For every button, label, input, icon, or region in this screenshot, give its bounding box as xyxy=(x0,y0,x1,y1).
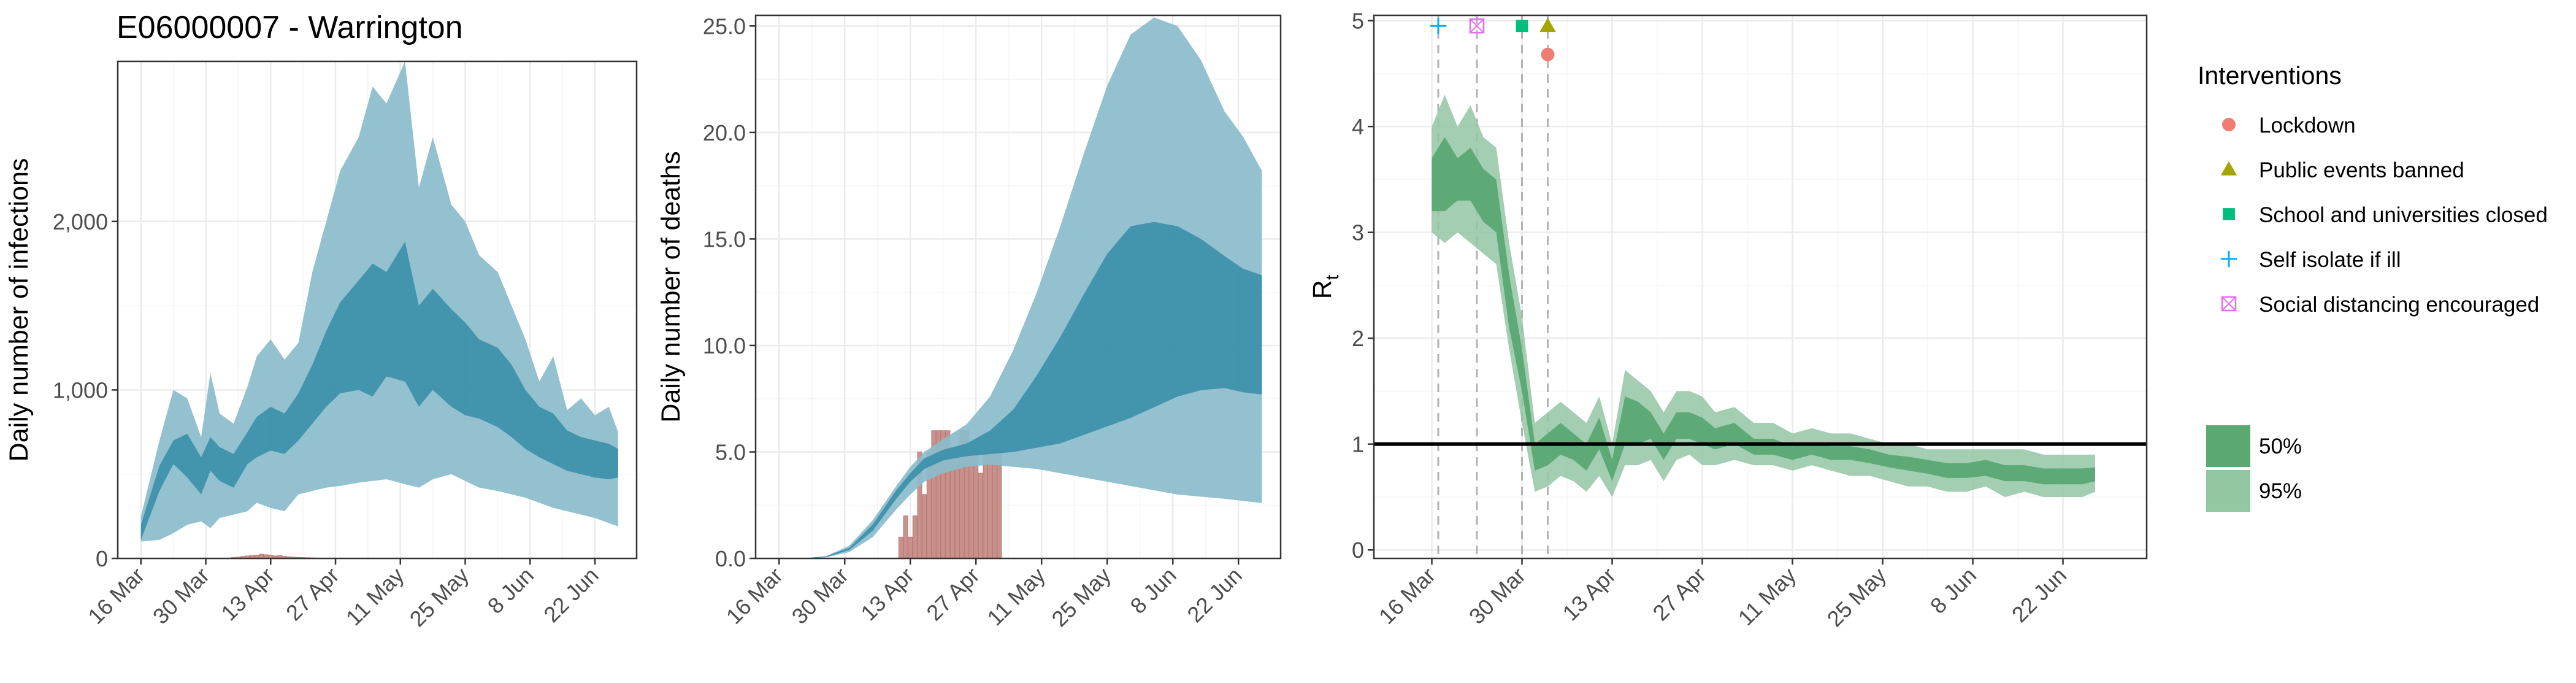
y-tick-label: 10.0 xyxy=(703,333,746,358)
x-tick-label: 16 Mar xyxy=(83,563,149,629)
y-tick-label: 2,000 xyxy=(53,209,108,234)
x-tick-label: 8 Jun xyxy=(483,563,539,619)
x-tick-label: 13 Apr xyxy=(1558,563,1621,626)
observed-bar xyxy=(903,515,908,559)
observed-bar xyxy=(978,473,983,559)
observed-bar xyxy=(908,536,913,559)
legend-key-plus xyxy=(2220,250,2237,268)
x-tick-label: 11 May xyxy=(341,563,409,631)
observed-bar xyxy=(992,451,997,559)
x-tick-label: 22 Jun xyxy=(1182,563,1246,627)
x-tick-label: 22 Jun xyxy=(539,563,603,627)
legend-ci-swatch xyxy=(2206,470,2250,512)
observed-bar xyxy=(968,451,974,559)
ci-band-95 xyxy=(1432,95,2095,497)
x-tick-label: 27 Apr xyxy=(1648,563,1711,626)
y-tick-label: 1 xyxy=(1352,432,1364,457)
legend-key-circle xyxy=(2222,118,2236,131)
legend-label: Public events banned xyxy=(2259,158,2464,182)
legend-label: Self isolate if ill xyxy=(2259,248,2401,272)
intervention-marker xyxy=(1516,20,1528,33)
x-tick-label: 30 Mar xyxy=(787,563,853,629)
intervention-marker-box xyxy=(1469,18,1485,34)
intervention-marker xyxy=(1430,18,1447,34)
y-axis-label: Rt xyxy=(1308,274,1343,299)
x-tick-label: 13 Apr xyxy=(856,563,919,626)
ci-band-50 xyxy=(140,241,618,540)
x-tick-label: 16 Mar xyxy=(721,563,788,629)
legend-label: Social distancing encouraged xyxy=(2259,293,2539,317)
legend-label: School and universities closed xyxy=(2259,203,2548,227)
plot-border xyxy=(754,14,1282,560)
legend-key-boxx-d2 xyxy=(2221,296,2236,311)
legend: Interventions Lockdown Public events bann… xyxy=(2198,61,2548,512)
legend-key-triangle xyxy=(2220,161,2237,176)
y-tick-label: 0.0 xyxy=(715,546,746,571)
y-tick-label: 25.0 xyxy=(703,14,746,39)
figure-title: E06000007 - Warrington xyxy=(117,10,463,45)
panel-rt: 0 1 2 3 4 5 16 Mar 30 Mar 13 Apr 27 Apr 11 May 25 M… xyxy=(1308,9,2148,631)
y-tick-label: 0 xyxy=(96,546,108,571)
legend-key-boxx-box xyxy=(2221,296,2237,312)
y-axis-label: Daily number of deaths xyxy=(656,151,686,422)
plot-border xyxy=(1373,14,2148,560)
x-tick-label: 8 Jun xyxy=(1925,563,1981,619)
y-axis-label-subscript: t xyxy=(1322,274,1343,280)
x-tick-label: 25 May xyxy=(405,563,473,631)
legend-title: Interventions xyxy=(2198,61,2342,90)
observed-bar xyxy=(997,451,1002,559)
x-tick-label: 11 May xyxy=(982,563,1050,631)
observed-bar xyxy=(983,451,988,559)
intervention-marker xyxy=(1541,47,1555,61)
x-tick-label: 27 Apr xyxy=(921,563,984,626)
ci-band-95 xyxy=(788,17,1262,559)
y-tick-label: 15.0 xyxy=(703,226,746,252)
x-tick-label: 11 May xyxy=(1733,563,1801,631)
x-tick-label: 25 May xyxy=(1046,563,1115,631)
legend-key-square xyxy=(2223,208,2235,220)
y-tick-label: 4 xyxy=(1352,114,1364,139)
intervention-marker-d2 xyxy=(1470,18,1484,33)
x-tick-label: 30 Mar xyxy=(148,563,214,629)
y-tick-label: 5 xyxy=(1352,9,1364,34)
y-tick-label: 5.0 xyxy=(715,439,746,465)
observed-bar xyxy=(912,515,918,559)
observed-bar xyxy=(898,536,903,559)
legend-key-boxx xyxy=(2221,296,2237,312)
x-tick-label: 22 Jun xyxy=(2007,563,2071,627)
ci-band-50 xyxy=(788,222,1262,558)
legend-ci-swatch xyxy=(2206,425,2250,467)
x-tick-label: 27 Apr xyxy=(281,563,344,626)
y-tick-label: 1,000 xyxy=(53,377,108,403)
legend-ci-label: 95% xyxy=(2259,479,2302,503)
y-tick-label: 3 xyxy=(1352,220,1364,245)
x-tick-label: 13 Apr xyxy=(216,563,279,626)
intervention-marker xyxy=(1469,18,1485,34)
observed-bar xyxy=(922,494,927,559)
y-tick-label: 20.0 xyxy=(703,120,746,145)
intervention-marker xyxy=(1539,18,1556,33)
observed-bar xyxy=(973,451,979,559)
x-tick-label: 16 Mar xyxy=(1374,563,1440,629)
legend-ci-label: 50% xyxy=(2259,434,2302,458)
x-tick-label: 30 Mar xyxy=(1464,563,1530,629)
x-tick-label: 8 Jun xyxy=(1125,563,1181,619)
y-tick-label: 2 xyxy=(1352,326,1364,351)
observed-bar xyxy=(987,451,993,559)
legend-label: Lockdown xyxy=(2259,114,2356,137)
y-tick-label: 0 xyxy=(1352,538,1364,563)
x-tick-label: 25 May xyxy=(1822,563,1891,631)
plot-border xyxy=(117,60,638,560)
y-axis-label: Daily number of infections xyxy=(4,158,34,462)
